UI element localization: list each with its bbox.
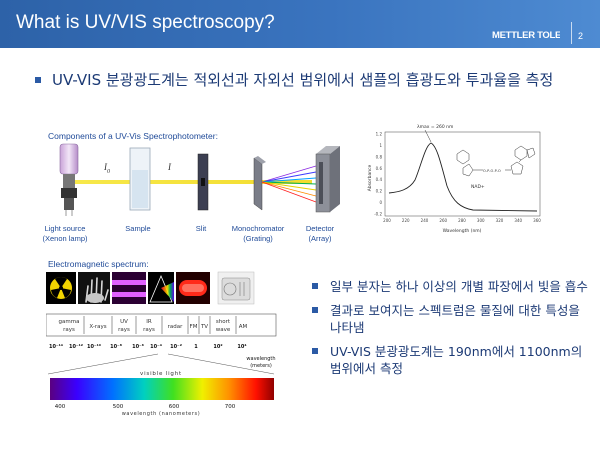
light-beam xyxy=(74,180,312,184)
em-band-label: short xyxy=(216,319,231,325)
absorbance-ytick: 0.6 xyxy=(376,166,383,171)
visible-tick: 500 xyxy=(113,404,124,410)
side-bullet-list: 일부 분자는 하나 이상의 개별 파장에서 빛을 흡수 결과로 보여지는 스펙트… xyxy=(312,278,592,384)
visible-tick: 600 xyxy=(169,404,180,410)
em-band-label: X-rays xyxy=(89,324,106,330)
xenon-lamp-icon xyxy=(59,143,79,216)
absorbance-curve xyxy=(388,142,538,212)
side-bullet-marker xyxy=(312,348,318,354)
em-band-label: gamma xyxy=(59,319,80,325)
em-band-label: radar xyxy=(168,324,183,330)
incident-intensity-label: I0 xyxy=(104,162,110,175)
em-band-label: rays xyxy=(63,327,75,333)
em-scale-tick: 10⁻⁴ xyxy=(150,344,162,350)
em-scale-tick: 10⁻² xyxy=(170,344,182,350)
component-label-sample: Sample xyxy=(125,224,151,233)
dispersed-spectrum-rays xyxy=(261,165,317,203)
main-bullet-marker xyxy=(35,77,41,83)
absorbance-ytick: 0.2 xyxy=(376,189,383,194)
absorbance-spectrum-chart: 1.2 1 0.8 0.6 0.4 0.2 0 -0.2 200 220 240 260 280 300… xyxy=(367,124,541,234)
nad-molecule-label: NAD+ xyxy=(471,184,485,190)
em-band-label: UV xyxy=(120,319,128,325)
absorbance-ytick: 1.2 xyxy=(376,132,383,137)
side-bullet-marker xyxy=(312,283,318,289)
monochromator-icon xyxy=(253,156,266,211)
em-scale-tick: 10⁻⁸ xyxy=(110,344,122,350)
prism-icon xyxy=(148,272,174,304)
absorbance-xtick: 200 xyxy=(383,218,391,223)
absorbance-xtick: 240 xyxy=(421,218,429,223)
spectrophotometer-diagram xyxy=(59,143,340,216)
em-spectrum-graphic: gamma rays X-rays UV rays IR rays radar FM TV shor… xyxy=(46,271,277,417)
side-bullet-2: 결과로 보여지는 스펙트럼은 물질에 대한 특성을 나타냄 xyxy=(312,302,592,336)
em-band-label: wave xyxy=(216,327,231,333)
em-scale-tick: 10⁻¹⁰ xyxy=(87,344,101,350)
absorbance-xtick: 340 xyxy=(514,218,522,223)
visible-light-label: visible light xyxy=(140,371,182,377)
em-scale-tick: 1 xyxy=(194,344,198,350)
component-label-monochromator: Monochromator (Grating) xyxy=(231,224,285,243)
em-scale-tick: 10⁻¹⁴ xyxy=(49,344,63,350)
zoom-line-right xyxy=(167,353,275,375)
nad-molecule-icon: O-P-O-P-O xyxy=(456,145,536,177)
transmitted-intensity-label: I xyxy=(168,162,171,172)
component-label-light-source: Light source (Xenon lamp) xyxy=(42,224,88,243)
em-band-label: IR xyxy=(146,319,152,325)
em-scale-tick: 10² xyxy=(213,344,222,350)
absorbance-ytick: 0 xyxy=(379,200,382,205)
em-band-label: rays xyxy=(143,327,155,333)
svg-text:O-P-O-P-O: O-P-O-P-O xyxy=(483,169,501,173)
zoom-line-left xyxy=(47,353,159,375)
main-bullet-text: UV-VIS 분광광도계는 적외선과 자외선 범위에서 샘플의 흡광도와 투과율… xyxy=(52,71,554,89)
sample-cuvette-icon xyxy=(129,147,151,211)
em-band-label: AM xyxy=(239,324,248,330)
component-label-slit: Slit xyxy=(195,224,207,233)
em-spectrum-title: Electromagnetic spectrum: xyxy=(48,259,149,269)
component-label-detector: Detector (Array) xyxy=(305,224,335,243)
visible-tick: 400 xyxy=(55,404,66,410)
infrared-heater-icon xyxy=(176,272,210,304)
absorbance-peak-label: λmax = 260 nm xyxy=(417,124,453,130)
slit-icon xyxy=(197,153,209,211)
visible-spectrum-bar xyxy=(50,378,274,400)
em-band-label: TV xyxy=(200,324,208,330)
em-bands-bar xyxy=(46,313,277,337)
absorbance-xtick: 260 xyxy=(439,218,447,223)
absorbance-xtick: 220 xyxy=(402,218,410,223)
absorbance-ytick: -0.2 xyxy=(374,212,382,217)
radiation-hazard-icon xyxy=(46,272,76,304)
radio-icon xyxy=(217,271,255,305)
em-scale-tick: 10⁻¹² xyxy=(69,344,83,350)
side-bullet-marker xyxy=(312,307,318,313)
em-band-label: rays xyxy=(118,327,130,333)
side-bullet-1: 일부 분자는 하나 이상의 개별 파장에서 빛을 흡수 xyxy=(312,278,592,295)
detector-icon xyxy=(315,146,340,213)
header-divider xyxy=(571,22,572,44)
em-scale-tick: 10⁻⁶ xyxy=(132,344,144,350)
diagram-title: Components of a UV-Vis Spectrophotometer… xyxy=(48,131,218,141)
em-band-label: FM xyxy=(190,324,198,330)
slide-header: What is UV/VIS spectroscopy? METTLER TOL… xyxy=(0,0,600,48)
absorbance-ytick: 1 xyxy=(379,143,382,148)
absorbance-xtick: 280 xyxy=(458,218,466,223)
xray-hand-icon xyxy=(78,272,110,304)
em-scale-unit-1: wavelength xyxy=(246,356,275,362)
slide-title: What is UV/VIS spectroscopy? xyxy=(16,12,275,33)
em-scale-unit-2: (meters) xyxy=(250,363,272,369)
peak-pointer xyxy=(424,129,432,143)
absorbance-ytick: 0.8 xyxy=(376,154,383,159)
side-bullet-3: UV-VIS 분광광도계는 190nm에서 1100nm의 범위에서 측정 xyxy=(312,343,592,377)
absorbance-ylabel: Absorbance xyxy=(367,164,373,191)
absorbance-xlabel: Wavelength (nm) xyxy=(443,228,482,234)
brand-logo: METTLER TOLEDO xyxy=(492,30,560,41)
uv-lamp-icon xyxy=(112,272,146,304)
absorbance-xtick: 360 xyxy=(533,218,541,223)
visible-axis-label: wavelength (nanometers) xyxy=(122,411,201,417)
absorbance-xtick: 320 xyxy=(496,218,504,223)
visible-tick: 700 xyxy=(225,404,236,410)
absorbance-ytick: 0.4 xyxy=(376,177,383,182)
absorbance-xtick: 300 xyxy=(477,218,485,223)
em-scale-tick: 10⁴ xyxy=(237,344,246,350)
page-number: 2 xyxy=(578,31,584,41)
